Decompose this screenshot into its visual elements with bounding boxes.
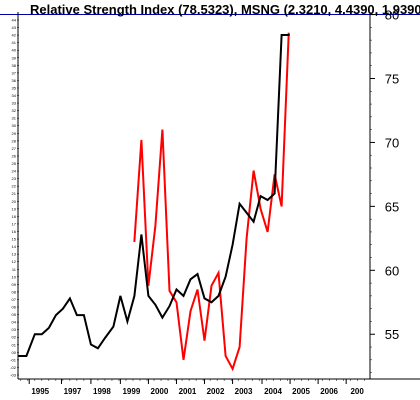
left-tick-label: 39 <box>12 55 17 60</box>
left-tick-label: 05 <box>12 312 17 317</box>
x-tick-label: 2001 <box>179 387 197 396</box>
x-tick-label: 2002 <box>207 387 225 396</box>
x-tick-label: 1995 <box>31 387 49 396</box>
x-tick-label: 2000 <box>151 387 169 396</box>
y-tick-label: 65 <box>385 199 399 214</box>
left-tick-label: 33 <box>12 101 17 106</box>
y-tick-label: 70 <box>385 135 399 150</box>
left-tick-label: 09 <box>12 282 17 287</box>
left-tick-label: 24 <box>12 169 17 174</box>
left-tick-label: 04 <box>12 320 17 325</box>
left-tick-label: 21 <box>12 191 17 196</box>
left-tick-label: 37 <box>12 70 17 75</box>
y-axis-ticks: 55 60 65 70 75 80 <box>370 8 399 373</box>
left-tick-label: 43 <box>12 25 17 30</box>
left-tick-label: 08 <box>12 289 17 294</box>
left-tick-label: 20 <box>12 199 17 204</box>
left-tick-label: 00 <box>12 350 17 355</box>
left-tick-label: 38 <box>12 63 17 68</box>
left-tick-label: 44 <box>12 18 17 23</box>
left-tick-label: 02 <box>12 335 17 340</box>
left-tick-label: 29 <box>12 131 17 136</box>
left-tick-label: 28 <box>12 138 17 143</box>
x-tick-label: 2006 <box>320 387 338 396</box>
y-tick-label: 60 <box>385 263 399 278</box>
left-tick-label: 12 <box>12 259 17 264</box>
left-tick-label: 18 <box>12 214 17 219</box>
left-tick-label: 41 <box>12 40 17 45</box>
left-tick-label: 40 <box>12 48 17 53</box>
left-tick-label: 32 <box>12 108 17 113</box>
left-tick-label: 19 <box>12 206 17 211</box>
left-tick-label: -02 <box>10 365 17 370</box>
left-tick-label: 11 <box>12 267 17 272</box>
left-tick-label: -03 <box>10 373 17 378</box>
left-tick-label: 16 <box>12 229 17 234</box>
left-tick-label: 42 <box>12 33 17 38</box>
left-tick-label: 14 <box>12 244 17 249</box>
y-tick-label: 75 <box>385 71 399 86</box>
x-tick-label: 2005 <box>292 387 310 396</box>
series-line-red <box>133 32 290 372</box>
left-tick-label: 31 <box>12 116 17 121</box>
left-tick-label: 35 <box>12 85 17 90</box>
left-tick-labels: 44 43 42 41 40 39 38 37 36 35 34 33 32 31 30 29 28 27 26 25… <box>10 18 19 378</box>
left-tick-label: 06 <box>12 305 17 310</box>
x-tick-label: 1997 <box>64 387 82 396</box>
y-tick-label: 80 <box>385 8 399 23</box>
left-tick-label: -01 <box>10 357 17 362</box>
x-tick-label: 1999 <box>122 387 140 396</box>
left-tick-label: 15 <box>12 237 17 242</box>
y-tick-label: 55 <box>385 327 399 342</box>
left-tick-label: 22 <box>12 184 17 189</box>
left-tick-label: 07 <box>12 297 17 302</box>
chart-title: Relative Strength Index (78.5323), MSNG … <box>30 2 420 17</box>
left-tick-label: 17 <box>12 221 17 226</box>
x-tick-label: 1998 <box>93 387 111 396</box>
left-tick-label: 30 <box>12 123 17 128</box>
left-tick-label: 10 <box>12 274 17 279</box>
left-tick-label: 13 <box>12 252 17 257</box>
x-tick-label: 2003 <box>235 387 253 396</box>
x-axis-ticks: 1995 1997 1998 1999 2000 2001 2002 2003 2004 2005… <box>20 379 365 396</box>
left-tick-label: 27 <box>12 146 17 151</box>
left-tick-label: 25 <box>12 161 17 166</box>
left-tick-label: 03 <box>12 327 17 332</box>
x-tick-label: 200 <box>350 387 364 396</box>
series-line-black <box>18 34 290 357</box>
x-tick-label: 2004 <box>264 387 282 396</box>
series-layer <box>18 32 290 372</box>
left-tick-label: 01 <box>12 342 17 347</box>
left-tick-label: 26 <box>12 153 17 158</box>
left-tick-label: 36 <box>12 78 17 83</box>
left-tick-label: 23 <box>12 176 17 181</box>
left-tick-label: 34 <box>12 93 17 98</box>
